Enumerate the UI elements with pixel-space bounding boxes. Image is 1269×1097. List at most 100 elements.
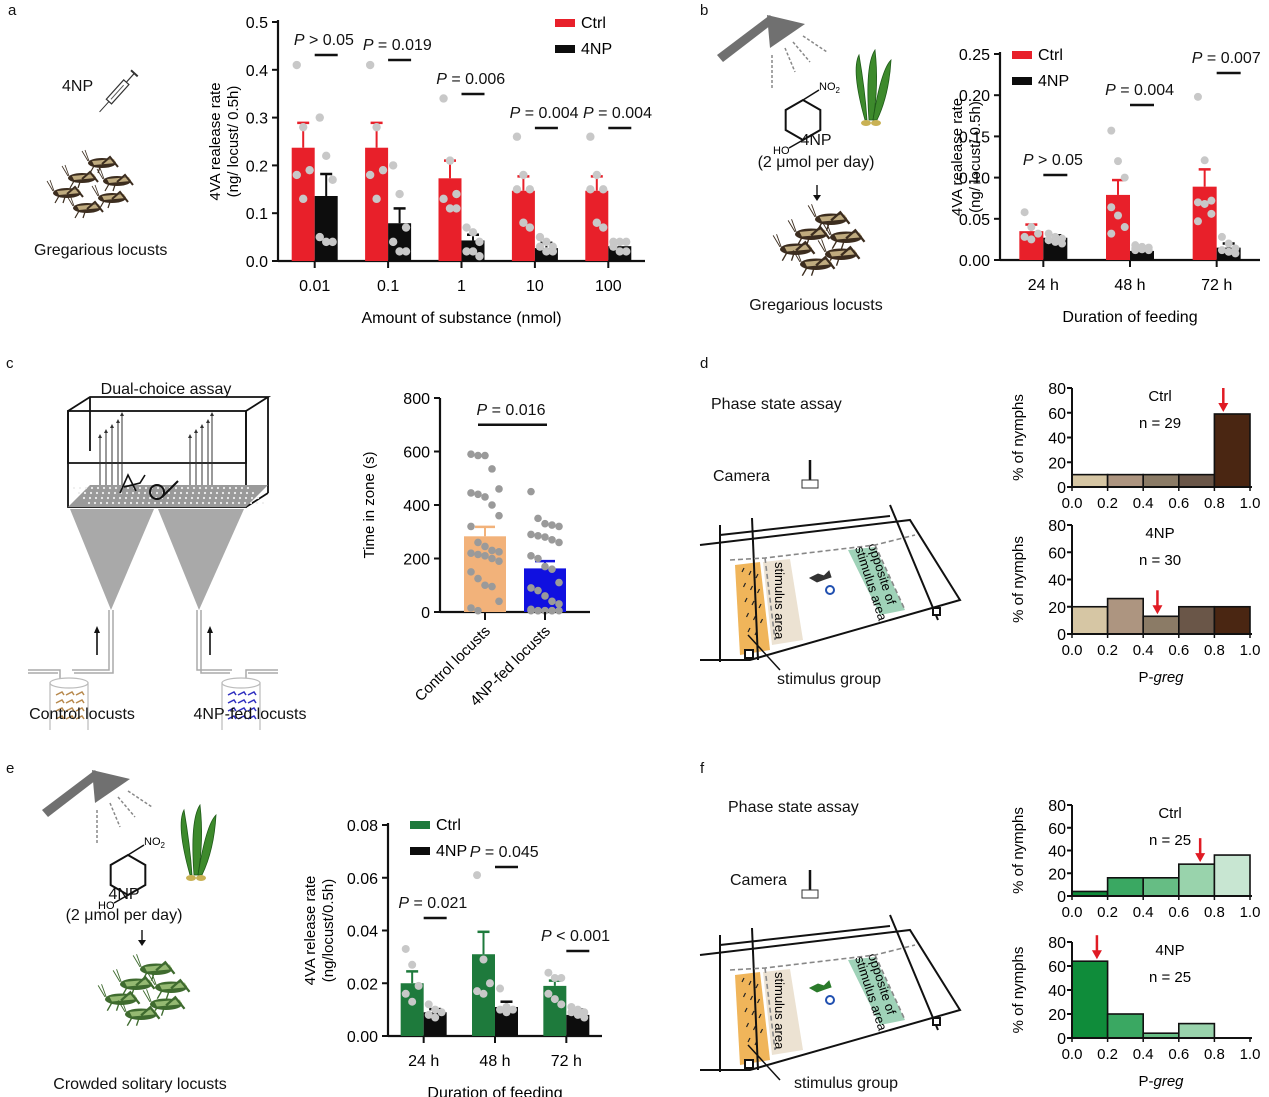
small-locust-icon <box>227 699 237 704</box>
y-axis-label: % of nymphs <box>1010 394 1027 481</box>
data-point <box>305 165 314 175</box>
small-locust-icon <box>75 707 85 712</box>
data-point <box>322 151 331 161</box>
panel-letter-a: a <box>8 2 17 19</box>
data-point <box>496 1005 505 1014</box>
p-value-label: P > 0.05 <box>294 32 354 49</box>
data-point <box>548 535 556 544</box>
histogram-bin-3 <box>1178 863 1216 897</box>
small-locust-icon <box>75 699 85 704</box>
data-point <box>378 165 388 175</box>
data-point <box>519 170 528 180</box>
locust-icon <box>117 999 161 1027</box>
histogram-bin-2 <box>1142 877 1180 897</box>
data-point <box>1193 198 1202 207</box>
y-tick-label: 0.05 <box>959 212 990 229</box>
data-point <box>401 944 410 953</box>
p-value-label: P = 0.004 <box>583 105 652 122</box>
x-axis-label: Duration of feeding <box>1062 309 1197 326</box>
bar-ctrl-0.01 <box>291 147 315 261</box>
y-axis-label: Time in zone (s) <box>361 452 378 559</box>
flow-arrow-icon <box>94 626 100 633</box>
data-point <box>555 606 563 615</box>
histogram-bin-0 <box>1071 960 1109 1039</box>
data-point <box>328 237 337 247</box>
x-tick-label: 0.8 <box>1204 642 1225 659</box>
caption-gregarious-locusts-b: Gregarious locusts <box>749 297 883 314</box>
small-locust-mark <box>741 977 745 983</box>
data-point <box>1034 229 1043 238</box>
x-tick-label: 72 h <box>1201 277 1232 294</box>
small-locust-mark <box>741 567 745 573</box>
y-tick-label: 0 <box>1057 627 1066 644</box>
data-point <box>395 247 404 256</box>
chart-e-4va-release: 0.00 0.02 0.04 0.06 0.08 4VA release rate(ng/… <box>302 817 610 1097</box>
data-point <box>401 989 410 998</box>
stimulus-group-label-f: stimulus group <box>794 1075 899 1092</box>
data-point <box>1138 245 1146 254</box>
data-point <box>527 584 535 592</box>
tube-right <box>196 610 232 674</box>
arena-frame <box>699 928 962 1071</box>
small-locust-mark <box>749 585 754 591</box>
caption-gregarious-locusts-a: Gregarious locusts <box>34 242 168 259</box>
histogram-bin-0 <box>1071 473 1109 488</box>
data-point <box>431 1005 440 1014</box>
x-tick-label: 0.4 <box>1133 1046 1154 1063</box>
mean-arrow-icon <box>1195 853 1206 863</box>
data-point <box>474 451 482 460</box>
arena-inner-dashed <box>729 944 916 971</box>
histogram-bin-1 <box>1106 473 1144 488</box>
p-value-label: P = 0.016 <box>477 402 546 419</box>
y-tick-label: 40 <box>1048 431 1066 448</box>
small-locust-mark <box>759 618 764 624</box>
histogram-n: n = 30 <box>1139 552 1181 569</box>
y-tick-label: 20 <box>1048 866 1066 883</box>
p-value-label: P = 0.004 <box>510 105 579 122</box>
down-arrow-icon <box>138 940 146 946</box>
stimulus-camera-icon <box>744 649 754 659</box>
data-point <box>481 451 489 460</box>
bar-4np-48 h <box>1130 250 1154 260</box>
spray-line <box>802 35 828 53</box>
stimulus-pointer <box>747 1044 781 1081</box>
y-tick-label: 40 <box>1048 983 1066 1000</box>
small-locust-icon <box>227 707 237 712</box>
panel-letter-e: e <box>6 760 15 777</box>
data-point <box>555 538 563 547</box>
data-point <box>544 968 553 977</box>
data-point <box>557 1000 566 1009</box>
funnel-left <box>70 509 154 610</box>
small-locust-mark <box>752 1025 757 1031</box>
mean-arrow-icon <box>1152 605 1163 615</box>
legend-swatch-ctrl <box>410 821 430 829</box>
x-tick-label: 100 <box>595 278 622 295</box>
data-point <box>439 94 448 103</box>
data-point <box>580 1013 589 1022</box>
x-tick-label: 24 h <box>408 1053 439 1070</box>
small-locust-icon <box>247 707 257 712</box>
data-point <box>1044 236 1053 245</box>
x-tick-label: 48 h <box>479 1053 510 1070</box>
box-top-outline <box>67 396 272 464</box>
x-tick-label: 0.2 <box>1097 904 1118 918</box>
arena-post <box>889 914 939 1031</box>
x-tick-label: 0.8 <box>1204 1046 1225 1063</box>
legend-label-ctrl: Ctrl <box>1038 47 1063 64</box>
chart-b-4va-release: 0.00 0.05 0.10 0.15 0.20 0.25 4VA realease rat… <box>949 47 1261 326</box>
data-point <box>534 606 542 615</box>
data-point <box>1193 217 1202 226</box>
data-point <box>1224 247 1233 256</box>
data-point <box>408 960 417 969</box>
histogram-bin-1 <box>1106 597 1144 635</box>
data-point <box>599 223 608 232</box>
y-tick-label: 0.0 <box>246 254 268 271</box>
data-point <box>299 122 308 132</box>
data-point <box>452 204 461 213</box>
p-value-label: P = 0.019 <box>363 37 432 54</box>
histogram-d-ctrl: 0 20 40 60 80 0.0 0.2 0.4 0.6 0.8 1.0 % of nymphs Ct… <box>1010 381 1260 510</box>
y-tick-label: 0.00 <box>347 1029 378 1046</box>
legend-swatch-ctrl <box>555 19 575 27</box>
histogram-bin-1 <box>1106 1013 1144 1039</box>
data-point <box>452 189 461 199</box>
